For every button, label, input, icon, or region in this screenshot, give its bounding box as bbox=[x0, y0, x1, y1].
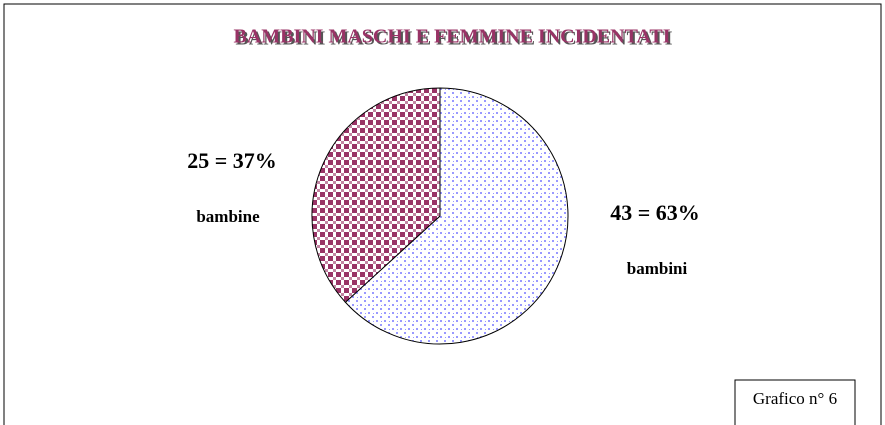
chart-title: BAMBINI MASCHI E FEMMINE INCIDENTATI bbox=[233, 26, 670, 48]
data-label: 25 = 37% bbox=[187, 148, 277, 173]
frame bbox=[3, 3, 882, 425]
category-label: bambine bbox=[196, 207, 260, 226]
category-label: bambini bbox=[627, 259, 688, 278]
data-label: 43 = 63% bbox=[610, 200, 700, 225]
annotation: Grafico n° 6 bbox=[753, 389, 837, 408]
pie-slice bbox=[344, 87, 569, 345]
chart-title-shadow: BAMBINI MASCHI E FEMMINE INCIDENTATI bbox=[235, 28, 672, 50]
pie-slice bbox=[311, 87, 441, 303]
annotation-box bbox=[734, 379, 856, 425]
